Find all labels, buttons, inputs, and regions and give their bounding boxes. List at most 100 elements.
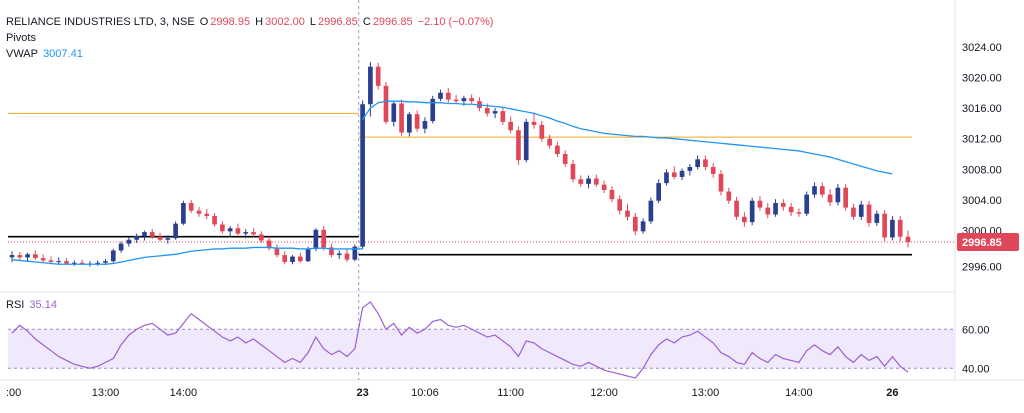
candle[interactable] [453, 95, 459, 105]
candle[interactable] [25, 252, 30, 262]
candle[interactable] [430, 95, 436, 124]
candle[interactable] [251, 228, 256, 237]
candle[interactable] [726, 187, 732, 204]
candle[interactable] [866, 200, 872, 227]
candle[interactable] [757, 196, 763, 211]
last-price-tag[interactable] [957, 233, 1019, 252]
price-axis[interactable]: 3024.00 3020.00 3016.00 3012.00 3008.00 3004.… [957, 42, 1019, 375]
candle[interactable] [664, 169, 669, 186]
candle[interactable] [835, 183, 841, 206]
candle[interactable] [555, 141, 560, 158]
candle[interactable] [781, 199, 786, 211]
candle[interactable] [648, 197, 654, 224]
candle[interactable] [796, 208, 802, 217]
candle[interactable] [500, 107, 506, 125]
candle[interactable] [749, 197, 755, 226]
candle[interactable] [851, 203, 856, 220]
candle[interactable] [547, 134, 552, 149]
candle[interactable] [383, 82, 389, 125]
candle[interactable] [204, 209, 210, 220]
candle[interactable] [890, 216, 895, 241]
candle[interactable] [181, 200, 186, 226]
candle[interactable] [336, 250, 342, 259]
candle[interactable] [40, 254, 46, 263]
candle[interactable] [617, 195, 623, 215]
candle[interactable] [110, 248, 116, 263]
candle[interactable] [297, 252, 303, 263]
candle[interactable] [625, 203, 630, 221]
candle[interactable] [235, 223, 241, 236]
candle[interactable] [142, 230, 147, 241]
candle[interactable] [742, 212, 747, 227]
candle[interactable] [212, 212, 217, 227]
candle[interactable] [695, 155, 700, 170]
candle[interactable] [819, 182, 825, 198]
candle[interactable] [422, 117, 428, 134]
candle[interactable] [523, 118, 529, 163]
candle[interactable] [632, 212, 638, 236]
candle[interactable] [329, 243, 334, 258]
candle[interactable] [718, 170, 724, 196]
vwap-legend[interactable]: VWAP 3007.41 [6, 47, 85, 61]
candle[interactable] [508, 116, 513, 134]
candle[interactable] [64, 258, 69, 265]
candle[interactable] [266, 236, 272, 251]
candle[interactable] [243, 229, 249, 239]
candles[interactable] [9, 62, 911, 267]
candle[interactable] [578, 175, 584, 187]
candle[interactable] [656, 179, 662, 204]
candle[interactable] [95, 260, 101, 266]
candle[interactable] [788, 203, 794, 217]
candle[interactable] [375, 62, 381, 90]
candle[interactable] [882, 209, 887, 242]
candle[interactable] [539, 121, 545, 142]
candle[interactable] [258, 231, 264, 243]
candle[interactable] [17, 252, 23, 260]
candle[interactable] [827, 189, 833, 207]
candle[interactable] [671, 166, 677, 180]
candle[interactable] [391, 101, 397, 127]
candle[interactable] [282, 251, 288, 265]
candle[interactable] [290, 255, 295, 265]
candle[interactable] [562, 150, 568, 168]
candle[interactable] [586, 175, 591, 189]
candle[interactable] [149, 229, 155, 239]
candle[interactable] [687, 163, 693, 176]
candle[interactable] [196, 206, 202, 217]
candle[interactable] [344, 248, 350, 262]
candle[interactable] [188, 199, 194, 213]
candle[interactable] [220, 221, 225, 234]
candle[interactable] [469, 94, 475, 104]
candle[interactable] [173, 221, 178, 240]
time-axis[interactable]: :00 13:00 14:00 23 10:06 11:00 12:00 13:00 14:00… [6, 387, 899, 399]
candle[interactable] [71, 260, 77, 266]
candle[interactable] [812, 182, 817, 198]
candle[interactable] [570, 160, 576, 183]
candle[interactable] [765, 203, 771, 219]
candle[interactable] [445, 88, 451, 103]
rsi-legend[interactable]: RSI 35.14 [6, 298, 59, 312]
candle[interactable] [399, 99, 404, 136]
candle[interactable] [165, 235, 171, 244]
candle[interactable] [858, 200, 864, 220]
candle[interactable] [313, 228, 319, 252]
candle[interactable] [804, 191, 810, 217]
candle[interactable] [640, 218, 646, 234]
candle[interactable] [905, 230, 911, 248]
candle[interactable] [897, 216, 903, 242]
candle[interactable] [609, 186, 615, 203]
candle[interactable] [773, 199, 778, 217]
candle[interactable] [134, 233, 139, 243]
candle[interactable] [843, 183, 849, 211]
candle[interactable] [516, 126, 521, 165]
candle[interactable] [157, 232, 163, 242]
candle[interactable] [531, 112, 537, 129]
candle[interactable] [492, 108, 498, 119]
candle[interactable] [360, 100, 365, 249]
candle[interactable] [126, 237, 132, 247]
candle[interactable] [594, 174, 599, 187]
candle[interactable] [438, 89, 443, 102]
candle[interactable] [874, 210, 880, 226]
candle[interactable] [601, 180, 607, 194]
